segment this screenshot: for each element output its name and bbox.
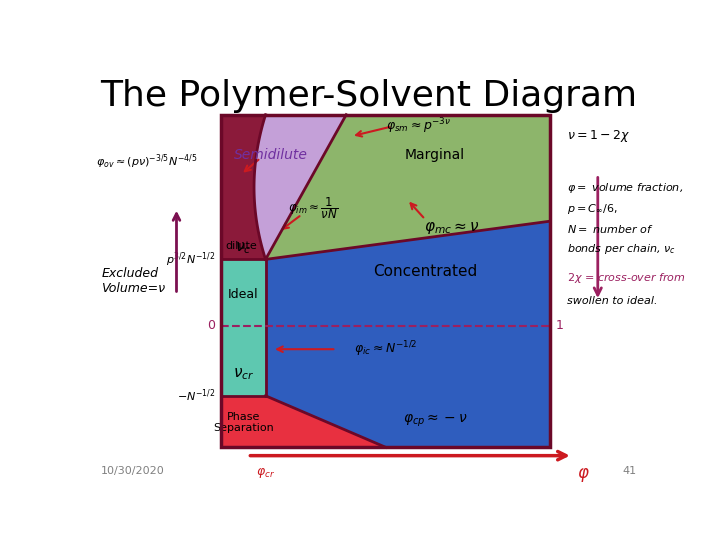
Text: $\varphi_{cp} \approx -\nu$: $\varphi_{cp} \approx -\nu$	[403, 413, 467, 429]
Text: 41: 41	[623, 467, 637, 476]
Polygon shape	[221, 396, 266, 447]
Polygon shape	[221, 114, 266, 259]
Polygon shape	[266, 221, 550, 447]
Text: $p^{3/2}N^{-1/2}$: $p^{3/2}N^{-1/2}$	[166, 250, 215, 269]
Text: swollen to ideal.: swollen to ideal.	[567, 296, 657, 306]
Text: $\varphi_{mc} \approx \nu$: $\varphi_{mc} \approx \nu$	[424, 220, 480, 236]
Text: $\varphi_{ic} \approx N^{-1/2}$: $\varphi_{ic} \approx N^{-1/2}$	[354, 340, 418, 359]
Text: Phase
Separation: Phase Separation	[213, 411, 274, 433]
Text: Concentrated: Concentrated	[373, 264, 477, 279]
Text: 10/30/2020: 10/30/2020	[101, 467, 165, 476]
Text: $\varphi_{sm} \approx p^{-3\nu}$: $\varphi_{sm} \approx p^{-3\nu}$	[386, 117, 451, 136]
Polygon shape	[254, 114, 346, 259]
Text: $\nu_c$: $\nu_c$	[235, 240, 251, 255]
Text: 0: 0	[207, 320, 215, 333]
Text: 1: 1	[556, 320, 564, 333]
Text: dilute: dilute	[225, 241, 257, 251]
Text: $-N^{-1/2}$: $-N^{-1/2}$	[177, 388, 215, 404]
Text: Excluded
Volume=ν: Excluded Volume=ν	[101, 267, 166, 295]
Text: $\varphi$: $\varphi$	[577, 466, 590, 484]
Polygon shape	[266, 114, 550, 259]
Text: $2\chi$ = cross-over from: $2\chi$ = cross-over from	[567, 271, 686, 285]
Text: The Polymer-Solvent Diagram: The Polymer-Solvent Diagram	[100, 79, 638, 113]
Text: Marginal: Marginal	[405, 147, 465, 161]
Text: $\varphi=$ volume fraction,
$p = C_\infty/6,$
$N =$ number of
bonds per chain, $: $\varphi=$ volume fraction, $p = C_\inft…	[567, 181, 683, 256]
Text: $\varphi_{cr}$: $\varphi_{cr}$	[256, 466, 275, 480]
Polygon shape	[266, 396, 386, 447]
Text: Ideal: Ideal	[228, 288, 258, 301]
Text: $\nu_{cr}$: $\nu_{cr}$	[233, 366, 254, 382]
Polygon shape	[221, 259, 266, 396]
Text: Semidilute: Semidilute	[233, 147, 307, 161]
Text: $\varphi_{ov} \approx (p\nu)^{-3/5}N^{-4/5}$: $\varphi_{ov} \approx (p\nu)^{-3/5}N^{-4…	[96, 152, 197, 171]
Text: $\nu= 1-2\chi$: $\nu= 1-2\chi$	[567, 129, 631, 144]
Text: $\varphi_{im} \approx \dfrac{1}{\nu N}$: $\varphi_{im} \approx \dfrac{1}{\nu N}$	[288, 195, 338, 221]
